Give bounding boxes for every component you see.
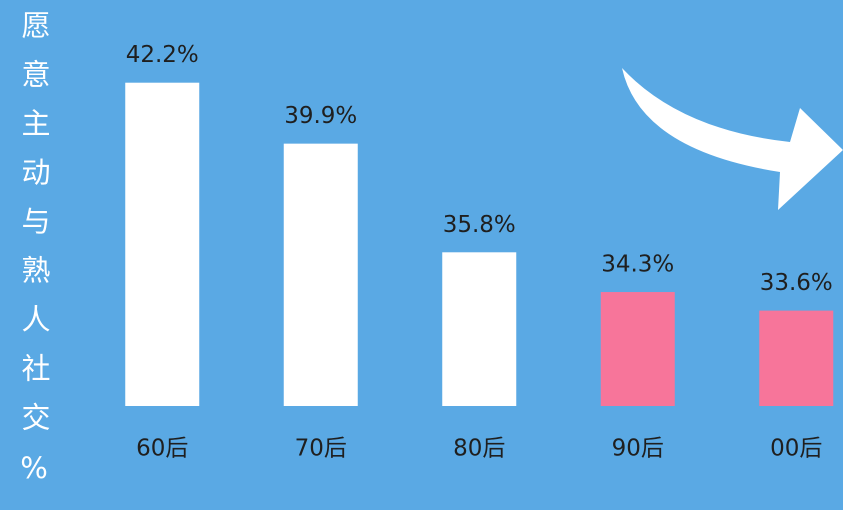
bar: [601, 292, 675, 406]
value-label: 42.2%: [126, 42, 199, 68]
x-tick-label: 80后: [453, 436, 505, 462]
chart-card: 60后 42.2% 70后 39.9% 80后 35.8% 90后 34.3% 00后 33.6%…: [0, 0, 843, 510]
chart-title: 愿意主动与熟人社交%: [12, 10, 56, 505]
value-label: 33.6%: [760, 270, 833, 296]
bar: [284, 144, 358, 406]
value-label: 39.9%: [284, 103, 357, 129]
value-label: 34.3%: [601, 252, 674, 278]
trend-arrow: [622, 68, 843, 210]
bar: [759, 311, 833, 406]
x-tick-label: 90后: [612, 436, 664, 462]
bar: [125, 83, 199, 406]
x-tick-label: 00后: [770, 436, 822, 462]
chart: 60后 42.2% 70后 39.9% 80后 35.8% 90后 34.3% 00后 33.6%: [0, 0, 843, 510]
x-tick-label: 60后: [136, 436, 188, 462]
bar: [442, 252, 516, 406]
x-tick-label: 70后: [295, 436, 347, 462]
value-label: 35.8%: [443, 212, 516, 238]
